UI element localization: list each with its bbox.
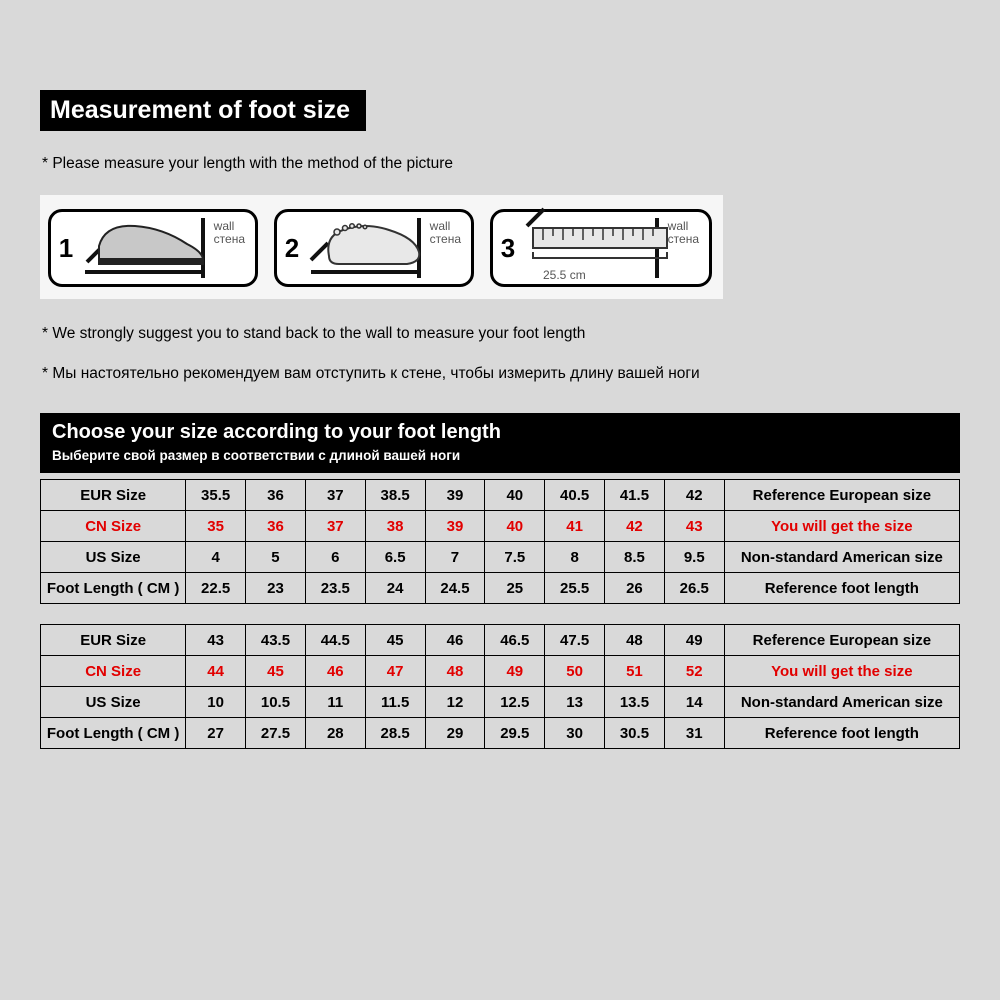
panel-number: 1	[51, 235, 79, 261]
table-row: CN Size 353637383940414243 You will get …	[41, 511, 960, 542]
diagram-panel-1: 1 wall стена	[48, 209, 258, 287]
measurement-header: Measurement of foot size	[40, 90, 366, 131]
measure-value: 25.5 cm	[543, 268, 586, 282]
note-stand-back-ru: * Мы настоятельно рекомендуем вам отступ…	[42, 365, 960, 383]
table-row: US Size 4566.577.588.59.5 Non-standard A…	[41, 542, 960, 573]
size-table-2: EUR Size 4343.544.5454646.547.54849 Refe…	[40, 624, 960, 749]
table-row: CN Size 444546474849505152 You will get …	[41, 656, 960, 687]
note-measure-method: * Please measure your length with the me…	[42, 155, 960, 173]
choose-size-subtitle: Выберите свой размер в соответствии с дл…	[52, 448, 948, 463]
measurement-diagram: 1 wall стена 2	[40, 195, 723, 299]
diagram-panel-3: 3	[490, 209, 712, 287]
panel-number: 2	[277, 235, 305, 261]
foot-icon	[319, 216, 427, 274]
size-table-1: EUR Size 35.5363738.5394040.541.542 Refe…	[40, 479, 960, 604]
table-row: EUR Size 4343.544.5454646.547.54849 Refe…	[41, 625, 960, 656]
table-row: Foot Length ( CM ) 2727.52828.52929.5303…	[41, 718, 960, 749]
shoe-icon	[91, 216, 209, 274]
wall-label: wall стена	[668, 220, 699, 245]
wall-label: wall стена	[430, 220, 461, 245]
choose-size-header: Choose your size according to your foot …	[40, 413, 960, 473]
table-row: US Size 1010.51111.51212.51313.514 Non-s…	[41, 687, 960, 718]
diagram-panel-2: 2 wall стена	[274, 209, 474, 287]
wall-label: wall стена	[214, 220, 245, 245]
note-stand-back-en: * We strongly suggest you to stand back …	[42, 325, 960, 343]
table-row: EUR Size 35.5363738.5394040.541.542 Refe…	[41, 480, 960, 511]
table-row: Foot Length ( CM ) 22.52323.52424.52525.…	[41, 573, 960, 604]
choose-size-title: Choose your size according to your foot …	[52, 421, 948, 444]
panel-number: 3	[493, 235, 521, 261]
